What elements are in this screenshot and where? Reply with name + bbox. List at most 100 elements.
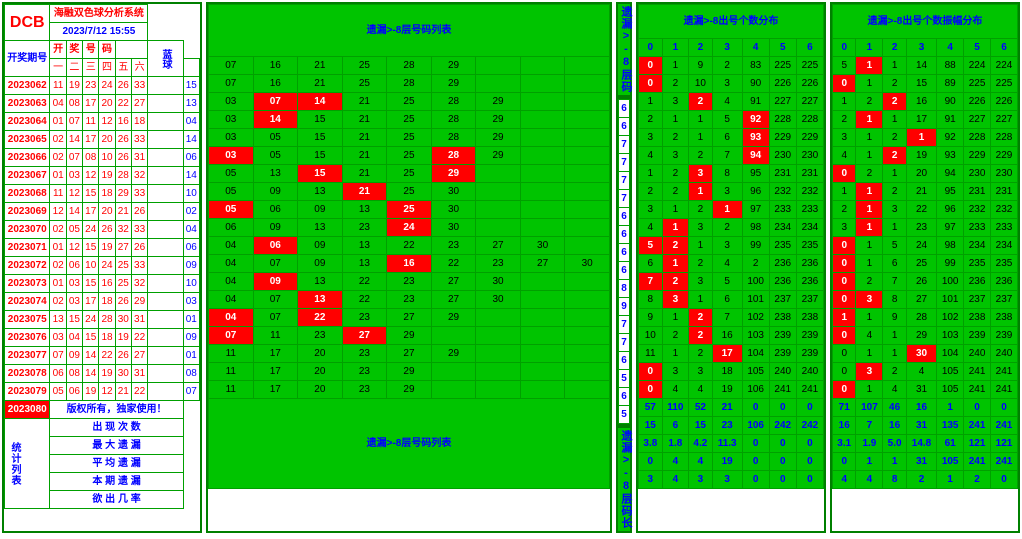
num-cell: 25 <box>387 93 432 111</box>
num-cell: 09 <box>298 201 343 219</box>
left-panel: DCB 海融双色球分析系统 2023/7/12 15:55 开奖期号 开 奖 号… <box>2 2 202 533</box>
num-cell: 13 <box>342 201 387 219</box>
period-row: 2023079 <box>5 383 50 401</box>
num-cell <box>520 111 565 129</box>
num-cell: 22 <box>342 273 387 291</box>
num-cell <box>520 75 565 93</box>
num-cell: 30 <box>476 273 521 291</box>
num-cell <box>520 147 565 165</box>
num-cell: 09 <box>253 183 298 201</box>
current-period: 2023080 <box>5 401 50 419</box>
num-cell: 29 <box>476 129 521 147</box>
system-name: 海融双色球分析系统 <box>50 5 148 23</box>
num-cell <box>476 219 521 237</box>
period-header: 开奖期号 <box>5 41 50 77</box>
num-cell <box>476 57 521 75</box>
num-cell: 04 <box>209 237 254 255</box>
num-cell: 17 <box>253 363 298 381</box>
num-cell <box>565 291 610 309</box>
num-cell: 25 <box>387 201 432 219</box>
num-cell: 28 <box>431 93 476 111</box>
num-cell: 15 <box>298 165 343 183</box>
num-cell: 07 <box>209 327 254 345</box>
period-row: 2023076 <box>5 329 50 347</box>
copyright: 版权所有，独家使用！ <box>50 401 183 419</box>
num-cell: 05 <box>209 201 254 219</box>
num-cell <box>565 345 610 363</box>
num-cell: 23 <box>298 327 343 345</box>
num-cell: 23 <box>342 381 387 399</box>
num-cell: 25 <box>387 111 432 129</box>
num-cell: 29 <box>476 93 521 111</box>
period-row: 2023074 <box>5 293 50 311</box>
num-cell: 04 <box>209 309 254 327</box>
num-cell: 17 <box>253 345 298 363</box>
num-cell: 09 <box>298 255 343 273</box>
num-cell: 27 <box>342 327 387 345</box>
num-cell: 27 <box>520 255 565 273</box>
num-cell: 07 <box>253 255 298 273</box>
num-cell: 04 <box>209 255 254 273</box>
num-cell: 23 <box>431 237 476 255</box>
num-cell: 21 <box>342 111 387 129</box>
num-cell: 15 <box>298 147 343 165</box>
num-cell: 25 <box>387 165 432 183</box>
num-cell: 07 <box>253 93 298 111</box>
num-cell: 04 <box>209 291 254 309</box>
num-cell <box>520 291 565 309</box>
num-cell <box>476 75 521 93</box>
num-cell: 25 <box>342 57 387 75</box>
logo: DCB <box>5 5 50 41</box>
num-cell: 27 <box>431 291 476 309</box>
num-cell: 03 <box>209 111 254 129</box>
right2-panel: 遗漏>-8出号个数振幅分布 0123456 511148822422401215… <box>830 2 1020 533</box>
num-cell: 04 <box>209 273 254 291</box>
num-cell: 13 <box>342 237 387 255</box>
num-cell <box>476 183 521 201</box>
num-cell <box>565 129 610 147</box>
num-cell <box>565 57 610 75</box>
num-cell <box>565 273 610 291</box>
num-cell: 30 <box>431 201 476 219</box>
num-cell: 13 <box>298 219 343 237</box>
num-cell: 11 <box>209 345 254 363</box>
bottom-title: 遗漏>-8层号码列表 <box>209 399 610 489</box>
period-row: 2023063 <box>5 95 50 113</box>
num-cell: 27 <box>476 237 521 255</box>
num-cell: 29 <box>387 381 432 399</box>
num-cell: 07 <box>253 309 298 327</box>
num-cell: 29 <box>431 345 476 363</box>
num-cell <box>520 201 565 219</box>
num-cell <box>431 363 476 381</box>
num-cell: 07 <box>209 57 254 75</box>
num-cell: 20 <box>298 345 343 363</box>
num-cell <box>476 201 521 219</box>
num-cell <box>520 345 565 363</box>
num-cell: 22 <box>387 237 432 255</box>
timestamp: 2023/7/12 15:55 <box>50 23 148 41</box>
num-cell: 09 <box>253 273 298 291</box>
period-row: 2023068 <box>5 185 50 203</box>
num-cell: 25 <box>387 129 432 147</box>
period-row: 2023070 <box>5 221 50 239</box>
num-cell: 20 <box>298 381 343 399</box>
num-cell: 13 <box>298 291 343 309</box>
num-cell <box>565 183 610 201</box>
num-cell: 13 <box>298 183 343 201</box>
num-cell: 22 <box>431 255 476 273</box>
num-cell: 11 <box>209 381 254 399</box>
num-cell: 23 <box>342 219 387 237</box>
num-cell <box>520 165 565 183</box>
num-cell <box>520 57 565 75</box>
num-cell: 28 <box>387 57 432 75</box>
num-cell: 03 <box>209 129 254 147</box>
num-cell <box>476 345 521 363</box>
center-panel: 遗漏>-8层号码列表 07162125282907162125282903071… <box>206 2 612 533</box>
num-cell: 21 <box>298 57 343 75</box>
num-cell <box>565 93 610 111</box>
num-cell: 22 <box>342 291 387 309</box>
num-cell: 21 <box>342 129 387 147</box>
num-cell: 22 <box>298 309 343 327</box>
num-cell: 07 <box>209 75 254 93</box>
num-cell: 30 <box>431 219 476 237</box>
